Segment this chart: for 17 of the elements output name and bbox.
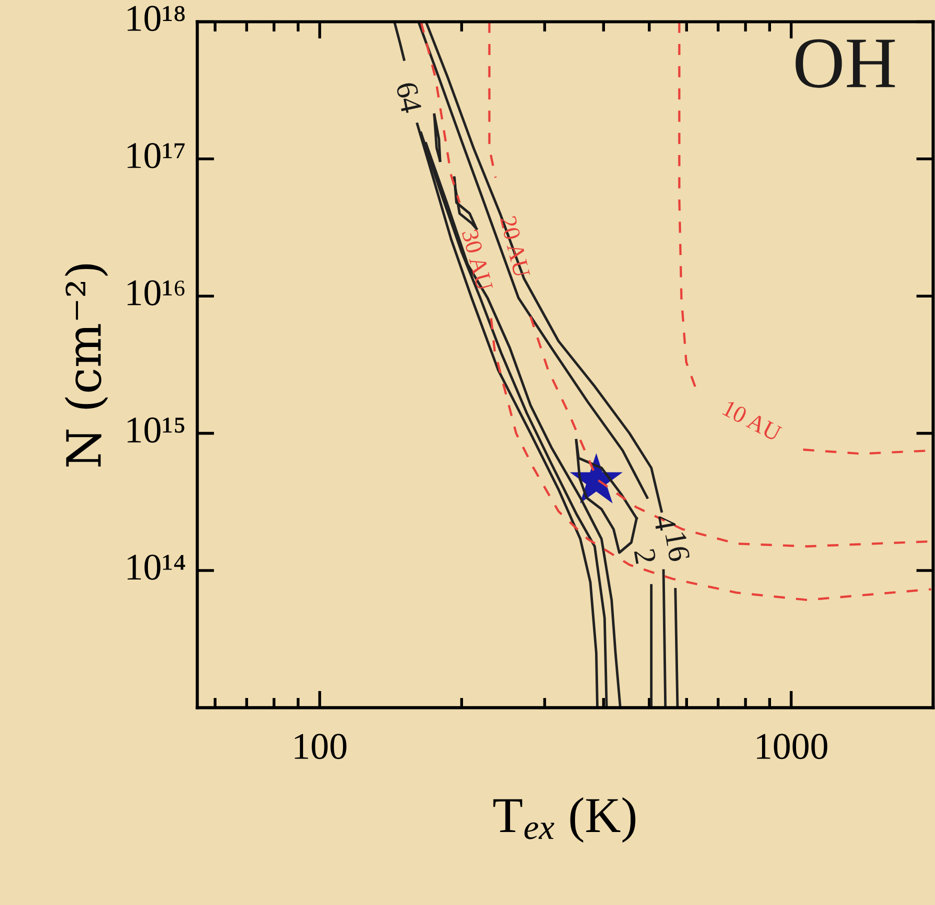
text: 20 AU bbox=[500, 215, 530, 278]
y-axis-title: N (cm⁻²) bbox=[64, 264, 108, 467]
annotation: 2 bbox=[634, 548, 656, 564]
x-tick-label: 1000 bbox=[756, 734, 828, 760]
annotation: 16 bbox=[665, 532, 690, 562]
text: 30 AU bbox=[462, 228, 494, 292]
x-tick-label: 100 bbox=[294, 734, 346, 760]
annotation: 4 bbox=[654, 514, 676, 532]
y-tick-label: 10¹⁸ bbox=[128, 6, 185, 32]
y-tick-label: 10¹⁶ bbox=[128, 280, 184, 306]
annotation: OH bbox=[796, 39, 895, 88]
annotation: 64 bbox=[396, 82, 422, 114]
y-tick-label: 10¹⁵ bbox=[128, 417, 184, 443]
y-tick-label: 10¹⁴ bbox=[128, 554, 186, 580]
text: 10 AU bbox=[722, 400, 782, 442]
x-axis-title: T$_{ex}$ (K) bbox=[493, 797, 636, 843]
y-tick-label: 10¹⁷ bbox=[128, 143, 185, 168]
